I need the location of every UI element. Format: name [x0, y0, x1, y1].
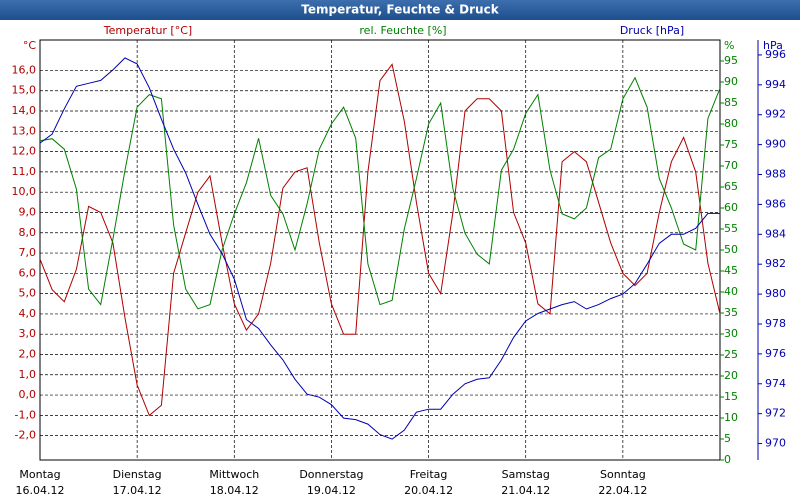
y3-tick-label: 984: [765, 227, 786, 240]
data-line: [39, 76, 721, 310]
legend-entry: Temperatur [°C]: [103, 24, 192, 37]
y-tick-label: 13,0: [12, 124, 37, 137]
y3-tick-label: 996: [765, 48, 786, 61]
y2-tick-label: 95: [724, 54, 738, 67]
data-line: [39, 57, 720, 440]
y2-tick-label: 10: [724, 411, 738, 424]
y-tick-label: 12,0: [12, 145, 37, 158]
x-tick-label: 20.04.12: [404, 484, 453, 497]
y3-tick-label: 988: [765, 168, 786, 181]
x-tick-label: Freitag: [410, 468, 448, 481]
x-tick-label: Montag: [19, 468, 60, 481]
chart-title: Temperatur, Feuchte & Druck: [301, 3, 499, 17]
y-tick-label: 0,0: [19, 388, 37, 401]
y2-tick-label: 60: [724, 201, 738, 214]
x-tick-label: Mittwoch: [209, 468, 259, 481]
y3-tick-label: 982: [765, 257, 786, 270]
x-tick-label: Samstag: [502, 468, 550, 481]
y2-tick-label: 70: [724, 159, 738, 172]
y-tick-label: 14,0: [12, 104, 37, 117]
y3-tick-label: 972: [765, 407, 786, 420]
y2-tick-label: 40: [724, 285, 738, 298]
y2-tick-label: 25: [724, 348, 738, 361]
title-bar: [0, 0, 800, 20]
data-line: [39, 63, 721, 417]
y2-tick-label: 65: [724, 180, 738, 193]
y-tick-label: 2,0: [19, 347, 37, 360]
y-tick-label: 10,0: [12, 185, 37, 198]
y-tick-label: 1,0: [19, 368, 37, 381]
y3-tick-label: 978: [765, 317, 786, 330]
x-tick-label: 21.04.12: [501, 484, 550, 497]
y2-tick-label: 50: [724, 243, 738, 256]
y3-tick-label: 994: [765, 78, 786, 91]
y2-tick-label: 30: [724, 327, 738, 340]
y3-tick-label: 974: [765, 377, 786, 390]
y-tick-label: -2,0: [15, 429, 36, 442]
y2-tick-label: 45: [724, 264, 738, 277]
y2-tick-label: 55: [724, 222, 738, 235]
y2-tick-label: 5: [724, 432, 731, 445]
y-tick-label: -1,0: [15, 408, 36, 421]
y3-tick-label: 980: [765, 287, 786, 300]
y2-tick-label: 35: [724, 306, 738, 319]
y-tick-label: 3,0: [19, 327, 37, 340]
y3-tick-label: 986: [765, 197, 786, 210]
legend-entry: rel. Feuchte [%]: [359, 24, 446, 37]
y2-tick-label: 15: [724, 390, 738, 403]
x-tick-label: 19.04.12: [307, 484, 356, 497]
y3-tick-label: 976: [765, 347, 786, 360]
legend-entry: Druck [hPa]: [620, 24, 684, 37]
y-tick-label: 15,0: [12, 84, 37, 97]
x-tick-label: 18.04.12: [210, 484, 259, 497]
y-tick-label: 4,0: [19, 307, 37, 320]
y2-axis-unit: %: [724, 39, 734, 52]
y-tick-label: 16,0: [12, 63, 37, 76]
y2-tick-label: 80: [724, 117, 738, 130]
y2-tick-label: 20: [724, 369, 738, 382]
x-tick-label: Sonntag: [600, 468, 646, 481]
y2-tick-label: 0: [724, 453, 731, 466]
y-axis-unit: °C: [23, 39, 37, 52]
x-tick-label: 16.04.12: [16, 484, 65, 497]
y2-tick-label: 90: [724, 75, 738, 88]
x-tick-label: Dienstag: [113, 468, 162, 481]
y2-tick-label: 75: [724, 138, 738, 151]
y-tick-label: 6,0: [19, 266, 37, 279]
y-tick-label: 5,0: [19, 287, 37, 300]
y-tick-label: 9,0: [19, 205, 37, 218]
x-tick-label: 17.04.12: [113, 484, 162, 497]
y2-tick-label: 85: [724, 96, 738, 109]
y-tick-label: 11,0: [12, 165, 37, 178]
y3-axis-unit: hPa: [763, 39, 783, 52]
y3-tick-label: 992: [765, 108, 786, 121]
x-tick-label: Donnerstag: [299, 468, 363, 481]
y3-tick-label: 990: [765, 138, 786, 151]
x-tick-label: 22.04.12: [598, 484, 647, 497]
y-tick-label: 8,0: [19, 226, 37, 239]
y3-tick-label: 970: [765, 437, 786, 450]
y-tick-label: 7,0: [19, 246, 37, 259]
